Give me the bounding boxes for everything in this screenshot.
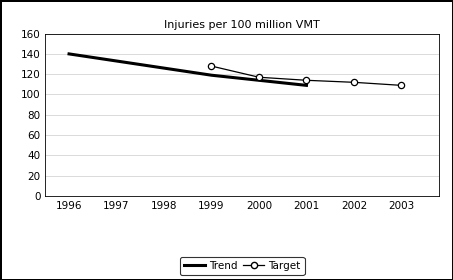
Legend: Trend, Target: Trend, Target [180,257,304,275]
Title: Injuries per 100 million VMT: Injuries per 100 million VMT [164,20,320,30]
